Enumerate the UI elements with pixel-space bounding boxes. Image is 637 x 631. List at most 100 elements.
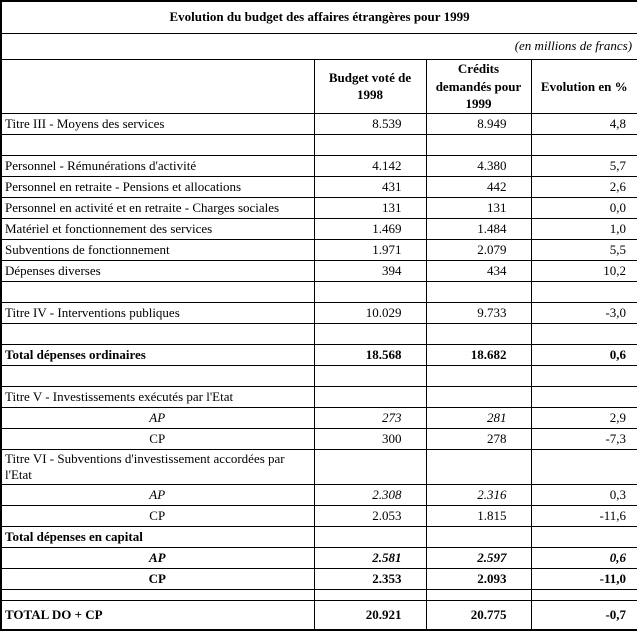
row-subventions-fonctionnement: Subventions de fonctionnement 1.971 2.07…: [0, 238, 637, 261]
value-1999-cell: [425, 589, 532, 602]
value-evolution-cell: 0,0: [530, 196, 637, 219]
header-evolution: Evolution en %: [530, 59, 637, 114]
row-label-cell: Titre V - Investissements exécutés par l…: [0, 385, 315, 408]
value-1998-cell: [313, 526, 427, 549]
value-1998-cell: 394: [313, 259, 427, 282]
value-evolution-cell: [530, 133, 637, 156]
value-evolution-cell: -11,6: [530, 505, 637, 528]
value-evolution-cell: -3,0: [530, 301, 637, 324]
row-label-cell: Subventions de fonctionnement: [0, 238, 315, 261]
value-1999-cell: 2.597: [425, 547, 532, 570]
value-1998-cell: [313, 322, 427, 345]
row-label-cell: Matériel et fonctionnement des services: [0, 217, 315, 240]
value-evolution-cell: -7,3: [530, 427, 637, 450]
value-1999-cell: [425, 364, 532, 387]
row-label-cell: [0, 589, 315, 602]
row-personnel-activite-retraite: Personnel en activité et en retraite - C…: [0, 196, 637, 219]
value-evolution-cell: [530, 589, 637, 602]
value-1998-cell: 2.053: [313, 505, 427, 528]
value-evolution-cell: [530, 526, 637, 549]
value-1999-cell: 442: [425, 175, 532, 198]
row-label-cell: Personnel en retraite - Pensions et allo…: [0, 175, 315, 198]
row-spacer: [0, 364, 637, 387]
value-1998-cell: [313, 280, 427, 303]
value-1998-cell: 2.308: [313, 484, 427, 507]
row-label-cell: [0, 364, 315, 387]
value-1998-cell: 131: [313, 196, 427, 219]
row-label-cell: Dépenses diverses: [0, 259, 315, 282]
value-evolution-cell: [530, 280, 637, 303]
value-1999-cell: 1.815: [425, 505, 532, 528]
row-spacer: [0, 133, 637, 156]
units-row: (en millions de francs): [0, 33, 637, 60]
value-1999-cell: 9.733: [425, 301, 532, 324]
value-1999-cell: [425, 322, 532, 345]
value-evolution-cell: -0,7: [530, 600, 637, 631]
value-1999-cell: 8.949: [425, 112, 532, 135]
row-titre-vi-cp: CP 2.053 1.815 -11,6: [0, 505, 637, 528]
row-materiel: Matériel et fonctionnement des services …: [0, 217, 637, 240]
row-label-cell: Personnel en activité et en retraite - C…: [0, 196, 315, 219]
value-evolution-cell: 0,3: [530, 484, 637, 507]
value-1998-cell: 8.539: [313, 112, 427, 135]
value-evolution-cell: [530, 385, 637, 408]
header-credits-1999: Crédits demandés pour 1999: [425, 59, 532, 114]
value-1999-cell: 4.380: [425, 154, 532, 177]
row-titre-v: Titre V - Investissements exécutés par l…: [0, 385, 637, 408]
row-capital-ap: AP 2.581 2.597 0,6: [0, 547, 637, 570]
value-1998-cell: 1.971: [313, 238, 427, 261]
row-label-cell: AP: [0, 547, 315, 570]
units-note: (en millions de francs): [0, 33, 637, 60]
value-1999-cell: [425, 448, 532, 486]
value-1998-cell: 273: [313, 406, 427, 429]
value-evolution-cell: 5,5: [530, 238, 637, 261]
row-label-cell: Titre VI - Subventions d'investissement …: [0, 448, 315, 486]
value-1998-cell: [313, 448, 427, 486]
row-titre-iii: Titre III - Moyens des services 8.539 8.…: [0, 112, 637, 135]
row-capital-cp: CP 2.353 2.093 -11,0: [0, 568, 637, 591]
value-evolution-cell: [530, 322, 637, 345]
row-titre-vi: Titre VI - Subventions d'investissement …: [0, 448, 637, 486]
row-label-cell: Titre III - Moyens des services: [0, 112, 315, 135]
value-1999-cell: 281: [425, 406, 532, 429]
value-1999-cell: [425, 133, 532, 156]
value-1998-cell: [313, 589, 427, 602]
value-evolution-cell: 2,6: [530, 175, 637, 198]
value-evolution-cell: [530, 364, 637, 387]
value-1999-cell: 434: [425, 259, 532, 282]
header-budget-1998: Budget voté de 1998: [313, 59, 427, 114]
row-label-cell: TOTAL DO + CP: [0, 600, 315, 631]
value-1999-cell: 2.093: [425, 568, 532, 591]
value-evolution-cell: 0,6: [530, 343, 637, 366]
value-1999-cell: 2.079: [425, 238, 532, 261]
value-1998-cell: 10.029: [313, 301, 427, 324]
page-title: Evolution du budget des affaires étrangè…: [0, 0, 637, 34]
value-1998-cell: 1.469: [313, 217, 427, 240]
row-spacer: [0, 322, 637, 345]
value-1998-cell: 2.581: [313, 547, 427, 570]
row-total-depenses-capital: Total dépenses en capital: [0, 526, 637, 549]
value-1999-cell: 1.484: [425, 217, 532, 240]
value-1998-cell: 20.921: [313, 600, 427, 631]
value-1998-cell: 2.353: [313, 568, 427, 591]
row-label-cell: AP: [0, 484, 315, 507]
value-evolution-cell: 10,2: [530, 259, 637, 282]
value-1999-cell: [425, 280, 532, 303]
row-titre-vi-ap: AP 2.308 2.316 0,3: [0, 484, 637, 507]
value-1999-cell: [425, 526, 532, 549]
row-label-cell: [0, 322, 315, 345]
row-label-cell: CP: [0, 505, 315, 528]
value-1999-cell: 131: [425, 196, 532, 219]
value-evolution-cell: 0,6: [530, 547, 637, 570]
title-row: Evolution du budget des affaires étrangè…: [0, 0, 637, 34]
row-label-cell: AP: [0, 406, 315, 429]
header-empty-cell: [0, 59, 315, 114]
row-total-depenses-ordinaires: Total dépenses ordinaires 18.568 18.682 …: [0, 343, 637, 366]
row-label-cell: Personnel - Rémunérations d'activité: [0, 154, 315, 177]
row-personnel-remunerations: Personnel - Rémunérations d'activité 4.1…: [0, 154, 637, 177]
value-1999-cell: 18.682: [425, 343, 532, 366]
row-label-cell: Titre IV - Interventions publiques: [0, 301, 315, 324]
value-1999-cell: [425, 385, 532, 408]
value-1998-cell: 18.568: [313, 343, 427, 366]
